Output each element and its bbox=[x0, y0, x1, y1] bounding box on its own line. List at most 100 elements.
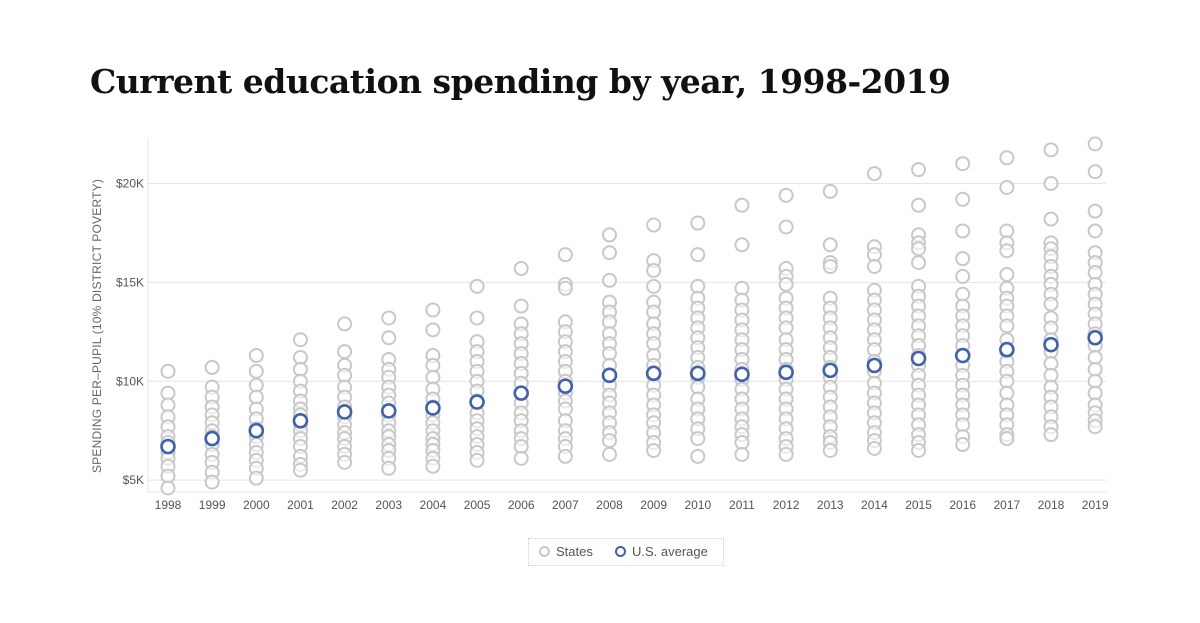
tick-layer: $5K $10K $15K $20K 1998 1999 2000 2001 2002 2003 2… bbox=[116, 176, 1109, 512]
legend-us-average-label: U.S. average bbox=[632, 544, 708, 559]
state-point bbox=[469, 452, 485, 468]
y-tick-label: $10K bbox=[116, 374, 144, 388]
state-point bbox=[911, 255, 927, 271]
us-average-point bbox=[557, 378, 574, 394]
us-average-point bbox=[336, 404, 353, 420]
state-point bbox=[999, 318, 1015, 334]
us-average-point bbox=[999, 341, 1015, 358]
legend: States U.S. average bbox=[528, 538, 724, 566]
legend-item-us-average: U.S. average bbox=[615, 544, 708, 559]
state-point bbox=[248, 363, 264, 379]
us-average-point bbox=[292, 413, 309, 429]
state-point bbox=[734, 197, 750, 213]
us-average-point bbox=[204, 430, 220, 447]
state-point bbox=[822, 259, 838, 275]
state-point bbox=[248, 348, 264, 364]
us-average-point bbox=[734, 366, 750, 383]
state-point bbox=[1043, 142, 1059, 158]
us-average-series bbox=[160, 329, 1103, 455]
state-point bbox=[1043, 427, 1059, 443]
us-average-point bbox=[645, 365, 662, 382]
us-average-point bbox=[425, 400, 441, 416]
x-tick-label: 2011 bbox=[729, 498, 755, 512]
state-point bbox=[513, 298, 529, 314]
state-point bbox=[292, 332, 308, 348]
state-point bbox=[911, 241, 927, 257]
us-average-point bbox=[866, 357, 883, 374]
x-tick-label: 2005 bbox=[464, 498, 491, 512]
x-tick-label: 2007 bbox=[552, 498, 579, 512]
state-point bbox=[602, 227, 617, 243]
state-point bbox=[955, 156, 971, 172]
state-point bbox=[999, 266, 1015, 282]
state-point bbox=[337, 316, 353, 332]
state-point bbox=[822, 183, 838, 199]
us-average-point bbox=[689, 365, 706, 382]
state-point bbox=[778, 446, 794, 462]
state-point bbox=[955, 251, 971, 267]
us-average-point bbox=[778, 364, 794, 381]
state-point bbox=[557, 280, 573, 296]
state-point bbox=[469, 278, 485, 294]
us-average-point bbox=[954, 347, 971, 364]
legend-item-states: States bbox=[539, 544, 593, 559]
us-average-point bbox=[513, 385, 530, 401]
legend-us-average-marker bbox=[615, 546, 626, 557]
state-point bbox=[160, 480, 176, 496]
state-point bbox=[292, 462, 308, 478]
state-point bbox=[1087, 164, 1103, 180]
state-point bbox=[1043, 296, 1059, 312]
legend-states-marker bbox=[539, 546, 550, 557]
state-point bbox=[955, 437, 971, 453]
state-point bbox=[822, 237, 838, 253]
x-tick-label: 1998 bbox=[155, 498, 182, 512]
state-point bbox=[204, 474, 220, 490]
state-point bbox=[602, 245, 617, 261]
y-tick-label: $15K bbox=[116, 275, 144, 289]
state-point bbox=[955, 191, 971, 207]
state-point bbox=[955, 268, 971, 284]
state-point bbox=[911, 197, 927, 213]
state-point bbox=[1087, 136, 1103, 152]
x-tick-label: 2013 bbox=[817, 498, 844, 512]
us-average-point bbox=[380, 403, 397, 419]
state-point bbox=[469, 310, 485, 326]
state-point bbox=[381, 330, 397, 346]
x-tick-label: 2004 bbox=[420, 498, 447, 512]
y-axis-label: SPENDING PER–PUPIL (10% DISTRICT POVERTY… bbox=[90, 179, 104, 473]
x-tick-label: 2003 bbox=[375, 498, 402, 512]
state-point bbox=[999, 431, 1015, 447]
us-average-point bbox=[248, 422, 265, 439]
state-point bbox=[646, 278, 662, 294]
state-point bbox=[337, 454, 353, 470]
us-average-point bbox=[1043, 336, 1059, 353]
x-tick-label: 2009 bbox=[640, 498, 667, 512]
state-point bbox=[911, 162, 927, 178]
state-point bbox=[602, 433, 617, 449]
state-point bbox=[425, 458, 441, 474]
state-point bbox=[778, 219, 794, 235]
x-tick-label: 2015 bbox=[905, 498, 932, 512]
state-point bbox=[1043, 175, 1059, 191]
state-point bbox=[734, 237, 750, 253]
state-point bbox=[513, 450, 529, 466]
x-tick-label: 2017 bbox=[993, 498, 1020, 512]
us-average-point bbox=[1087, 329, 1103, 346]
state-point bbox=[381, 310, 397, 326]
legend-states-label: States bbox=[556, 544, 593, 559]
state-point bbox=[866, 166, 882, 182]
state-point bbox=[646, 263, 662, 279]
x-tick-label: 2010 bbox=[684, 498, 711, 512]
state-point bbox=[690, 215, 706, 231]
state-point bbox=[1087, 223, 1103, 239]
state-point bbox=[425, 322, 441, 338]
state-point bbox=[955, 223, 971, 239]
chart-title: Current education spending by year, 1998… bbox=[90, 62, 951, 101]
state-point bbox=[778, 276, 794, 292]
us-average-point bbox=[469, 394, 485, 410]
state-point bbox=[734, 446, 750, 462]
state-point bbox=[866, 440, 882, 456]
x-tick-label: 2008 bbox=[596, 498, 623, 512]
x-tick-label: 2006 bbox=[508, 498, 535, 512]
x-tick-label: 2018 bbox=[1038, 498, 1065, 512]
